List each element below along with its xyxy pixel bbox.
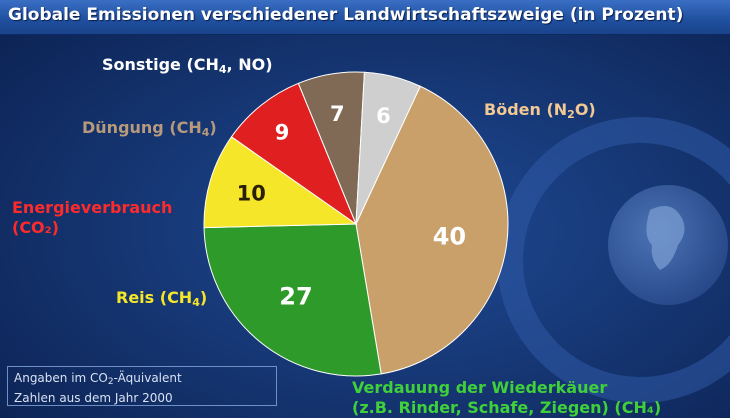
footnote-line2: Zahlen aus dem Jahr 2000 — [14, 391, 173, 405]
footnote-line1: Angaben im CO2-Äquivalent — [14, 371, 182, 387]
pie-slice — [230, 82, 358, 226]
slice-category-label: Düngung (CH4) — [82, 118, 217, 139]
slice-value-label: 9 — [275, 120, 290, 144]
slice-category-label: Energieverbrauch (CO₂) — [12, 198, 173, 237]
slice-category-label: Verdauung der Wiederkäuer (z.B. Rinder, S… — [352, 378, 662, 417]
slice-value-label: 6 — [376, 104, 391, 128]
slice-category-label: Sonstige (CH4, NO) — [102, 55, 273, 76]
pie-slice — [355, 71, 421, 225]
slice-value-label: 40 — [433, 223, 466, 251]
slice-value-label: 27 — [279, 283, 312, 311]
slice-value-label: 10 — [237, 181, 266, 205]
pie-slice — [355, 85, 509, 375]
footnote-box: Angaben im CO2-Äquivalent Zahlen aus dem… — [7, 366, 277, 406]
pie-slice — [203, 136, 358, 229]
slice-category-label: Reis (CH4) — [116, 288, 208, 309]
chart-title: Globale Emissionen verschiedener Landwir… — [8, 5, 684, 25]
title-bar: Globale Emissionen verschiedener Landwir… — [0, 0, 730, 35]
slice-category-label: Böden (N2O) — [484, 100, 596, 121]
pie-slice — [203, 223, 382, 377]
slice-value-label: 7 — [330, 102, 345, 126]
